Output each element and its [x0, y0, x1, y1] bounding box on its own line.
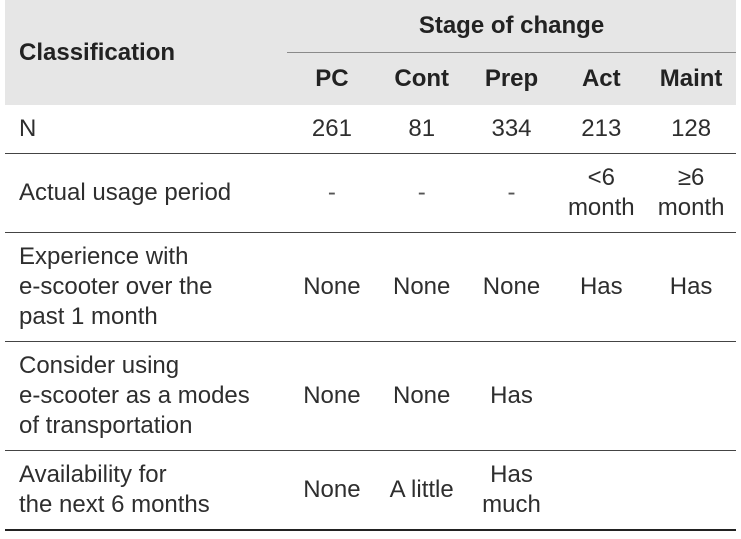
cell-pc: - — [287, 153, 377, 233]
cell-maint: Has — [646, 232, 736, 342]
cell-prep: 334 — [466, 105, 557, 154]
cell-prep: Has — [466, 341, 557, 451]
cell-cont: - — [376, 153, 467, 233]
cell-pc: None — [287, 232, 377, 342]
row-label: Consider using e-scooter as a modes of tra… — [5, 341, 287, 451]
cell-pc: None — [287, 450, 377, 531]
cell-act: Has — [556, 232, 647, 342]
cell-prep: None — [466, 232, 557, 342]
stage-of-change-header: Stage of change — [287, 0, 736, 53]
stage-header-maint: Maint — [659, 65, 723, 92]
cell-act — [556, 450, 647, 531]
cell-cont: None — [376, 341, 467, 451]
cell-prep: - — [466, 153, 557, 233]
cell-maint: 128 — [646, 105, 736, 154]
stage-header-act: Act — [581, 65, 621, 92]
classification-header: Classification — [19, 38, 176, 66]
cell-prep: Has much — [466, 450, 557, 531]
table-body: N 261 81 334 213 128 Actual usage period… — [5, 105, 736, 531]
cell-act: <6 month — [556, 153, 647, 233]
stage-header-pc: PC — [315, 65, 349, 92]
row-label: N — [5, 105, 287, 154]
table-row-availability: Availability for the next 6 months None A… — [5, 450, 736, 531]
cell-cont: A little — [376, 450, 467, 531]
table-row-experience: Experience with e-scooter over the past 1 … — [5, 232, 736, 342]
stage-header-cont: Cont — [394, 65, 450, 92]
cell-maint — [646, 341, 736, 451]
cell-cont: 81 — [376, 105, 467, 154]
table-row-usage-period: Actual usage period - - - <6 month ≥6 mont… — [5, 153, 736, 233]
cell-pc: None — [287, 341, 377, 451]
stage-of-change-table: Classification Stage of change PC Cont P… — [5, 0, 736, 531]
cell-act: 213 — [556, 105, 647, 154]
stage-header-prep: Prep — [484, 65, 539, 92]
table-row-n: N 261 81 334 213 128 — [5, 105, 736, 154]
cell-maint — [646, 450, 736, 531]
cell-act — [556, 341, 647, 451]
table-row-consider-using: Consider using e-scooter as a modes of tra… — [5, 341, 736, 451]
table-header: Classification Stage of change PC Cont P… — [5, 0, 736, 105]
cell-maint: ≥6 month — [646, 153, 736, 233]
row-label: Experience with e-scooter over the past 1 … — [5, 232, 287, 342]
row-label: Actual usage period — [5, 153, 287, 233]
cell-pc: 261 — [287, 105, 377, 154]
row-label: Availability for the next 6 months — [5, 450, 287, 531]
cell-cont: None — [376, 232, 467, 342]
